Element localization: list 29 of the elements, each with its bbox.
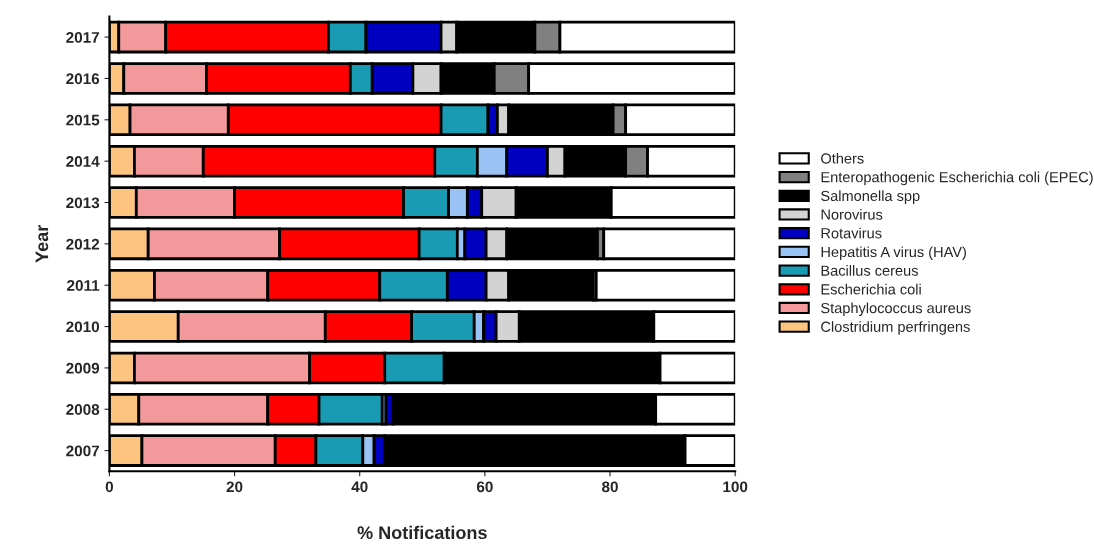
y-tick-label: 2011 xyxy=(67,280,100,291)
legend-label: Bacillus cereus xyxy=(821,265,918,276)
y-tick-label: 2016 xyxy=(66,73,100,85)
y-tick-label: 2014 xyxy=(66,156,100,167)
y-tick-label: 2009 xyxy=(66,362,100,374)
legend-label: Norovirus xyxy=(821,209,883,220)
legend-label: Salmonella spp xyxy=(821,190,920,204)
x-tick-label: 0 xyxy=(105,481,114,493)
legend-label: Hepatitis A virus (HAV) xyxy=(821,246,966,261)
y-tick-label: 2012 xyxy=(66,238,100,250)
legend-label: Staphylococcus aureus xyxy=(821,302,971,317)
x-tick-label: 60 xyxy=(476,481,493,493)
x-tick-label: 100 xyxy=(723,481,748,493)
y-tick-label: 2015 xyxy=(66,114,100,126)
legend-label: Escherichia coli xyxy=(821,283,921,295)
x-tick-label: 80 xyxy=(602,481,618,493)
legend-label: Others xyxy=(821,152,864,164)
x-tick-label: 40 xyxy=(351,481,368,493)
legend-label: Rotavirus xyxy=(821,227,882,239)
legend-label: Clostridium perfringens xyxy=(821,321,970,335)
y-tick-label: 2007 xyxy=(66,445,100,457)
y-tick-label: 2008 xyxy=(66,404,100,415)
y-tick-label: 2017 xyxy=(66,31,100,43)
x-tick-label: 20 xyxy=(226,481,243,493)
legend-label: Enteropathogenic Escherichia coli (EPEC) xyxy=(821,171,1093,186)
y-tick-label: 2010 xyxy=(66,321,100,333)
y-tick-label: 2013 xyxy=(66,197,100,209)
x-axis-title: % Notifications xyxy=(357,525,487,540)
y-axis-title: Year xyxy=(35,225,49,263)
